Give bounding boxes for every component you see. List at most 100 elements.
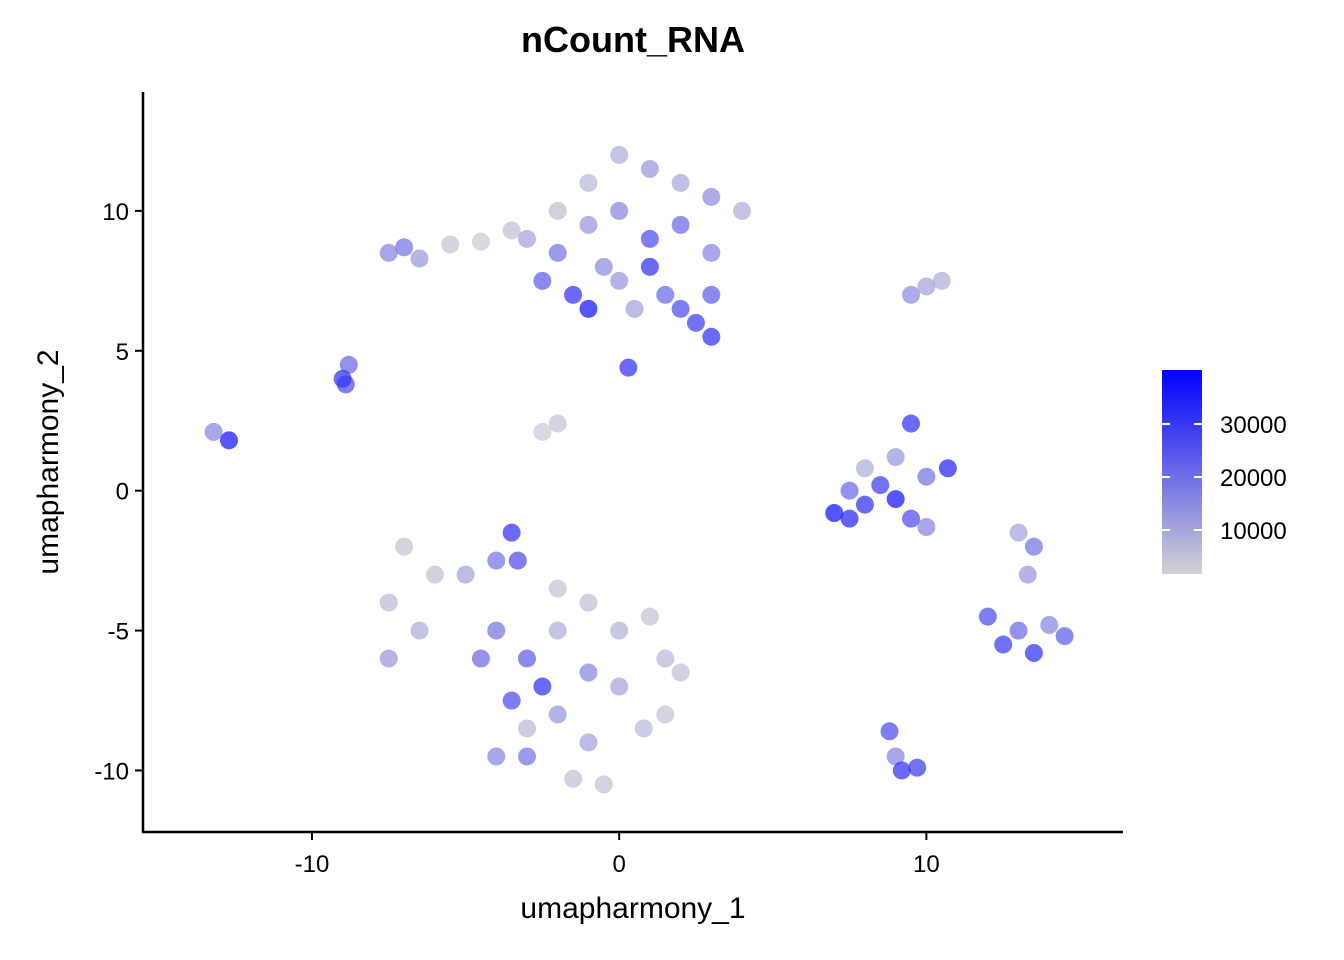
point	[917, 277, 936, 296]
y-tick-label: 5	[116, 339, 129, 366]
point	[625, 299, 644, 318]
point	[456, 565, 475, 584]
point	[886, 747, 905, 766]
point	[425, 565, 444, 584]
point	[339, 355, 358, 374]
point	[487, 747, 506, 766]
point	[671, 663, 690, 682]
point	[702, 327, 721, 346]
point	[548, 414, 567, 433]
point	[508, 551, 527, 570]
point	[471, 232, 490, 251]
point	[610, 201, 629, 220]
point	[410, 249, 429, 268]
chart-title: nCount_RNA	[521, 19, 745, 60]
point	[880, 722, 899, 741]
point	[548, 621, 567, 640]
y-tick-label: -10	[94, 758, 129, 785]
point	[610, 271, 629, 290]
point	[410, 621, 429, 640]
point	[487, 621, 506, 640]
point	[579, 663, 598, 682]
colorbar	[1162, 370, 1202, 574]
y-tick-label: 0	[116, 479, 129, 506]
point	[671, 173, 690, 192]
point	[702, 187, 721, 206]
point	[978, 607, 997, 626]
point	[855, 495, 874, 514]
point	[702, 243, 721, 262]
point	[610, 145, 629, 164]
point	[902, 285, 921, 304]
point	[994, 635, 1013, 654]
point	[579, 215, 598, 234]
point	[908, 758, 927, 777]
x-axis-label: umapharmony_1	[520, 892, 745, 925]
point	[379, 593, 398, 612]
point	[656, 649, 675, 668]
point	[548, 201, 567, 220]
point	[902, 414, 921, 433]
point	[1018, 565, 1037, 584]
point	[1009, 523, 1028, 542]
point	[892, 761, 911, 780]
point	[333, 369, 352, 388]
point	[564, 285, 583, 304]
point	[1040, 615, 1059, 634]
point	[886, 448, 905, 467]
point	[395, 238, 414, 257]
point	[471, 649, 490, 668]
point	[871, 476, 890, 495]
point	[686, 313, 705, 332]
point	[441, 235, 460, 254]
point	[902, 509, 921, 528]
point	[702, 285, 721, 304]
point	[1024, 537, 1043, 556]
point	[640, 257, 659, 276]
point	[220, 431, 239, 450]
point	[634, 719, 653, 738]
y-axis-label: umapharmony_2	[32, 349, 65, 574]
point	[518, 747, 537, 766]
y-tick-label: 10	[102, 199, 129, 226]
point	[204, 422, 223, 441]
point	[619, 358, 638, 377]
point	[395, 537, 414, 556]
point	[1055, 627, 1074, 646]
point	[533, 677, 552, 696]
point	[1024, 643, 1043, 662]
point	[640, 159, 659, 178]
point	[548, 705, 567, 724]
point	[855, 459, 874, 478]
point	[502, 523, 521, 542]
colorbar-label: 10000	[1220, 518, 1287, 545]
x-tick-label: 0	[612, 851, 625, 878]
point	[533, 422, 552, 441]
point	[671, 215, 690, 234]
point	[640, 607, 659, 626]
point	[579, 299, 598, 318]
point	[917, 518, 936, 537]
points	[204, 145, 1074, 794]
point	[1009, 621, 1028, 640]
point	[548, 579, 567, 598]
colorbar-label: 20000	[1220, 465, 1287, 492]
point	[379, 243, 398, 262]
point	[594, 775, 613, 794]
colorbar-label: 30000	[1220, 412, 1287, 439]
point	[518, 649, 537, 668]
point	[594, 257, 613, 276]
x-tick-label: -10	[295, 851, 330, 878]
point	[610, 621, 629, 640]
point	[938, 459, 957, 478]
point	[932, 271, 951, 290]
point	[840, 481, 859, 500]
point	[502, 221, 521, 240]
point	[825, 504, 844, 523]
point	[656, 285, 675, 304]
point	[379, 649, 398, 668]
point	[917, 467, 936, 486]
point	[671, 299, 690, 318]
